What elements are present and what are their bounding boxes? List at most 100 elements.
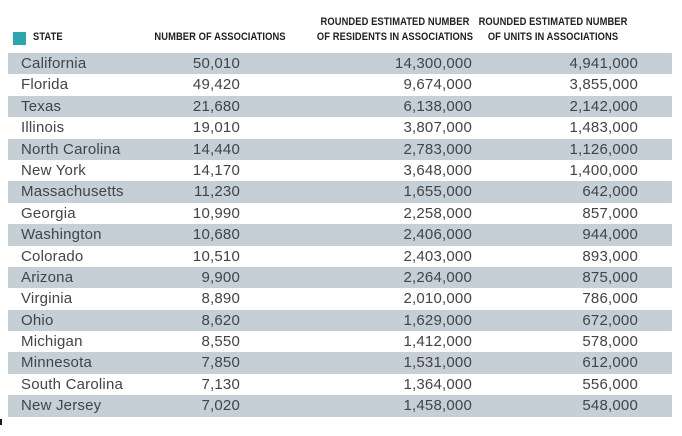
cell-units: 1,126,000 [569, 140, 638, 158]
cell-units: 893,000 [582, 247, 638, 265]
cell-associations: 7,850 [201, 354, 240, 372]
cell-units: 672,000 [582, 311, 638, 329]
cell-residents: 1,531,000 [403, 354, 472, 372]
cell-residents: 3,648,000 [403, 161, 472, 179]
cell-units: 548,000 [582, 397, 638, 415]
table-row: New Jersey 7,020 1,458,000 548,000 [8, 395, 672, 417]
cell-state: California [21, 55, 87, 72]
table-row: Washington 10,680 2,406,000 944,000 [8, 224, 672, 246]
cell-residents: 2,258,000 [403, 204, 472, 222]
cell-units: 1,483,000 [569, 119, 638, 137]
cell-associations: 11,230 [194, 183, 240, 201]
table-row: New York 14,170 3,648,000 1,400,000 [8, 159, 672, 182]
cell-associations: 7,020 [201, 397, 240, 415]
cell-associations: 14,170 [192, 161, 240, 179]
cell-state: New York [21, 161, 86, 179]
cell-residents: 3,807,000 [403, 119, 472, 137]
column-header-units-line1: ROUNDED ESTIMATED NUMBER [478, 16, 628, 28]
cell-residents: 14,300,000 [394, 55, 472, 72]
cell-state: Virginia [21, 290, 73, 308]
table-row: North Carolina 14,440 2,783,000 1,126,000 [8, 138, 672, 160]
cell-associations: 21,680 [192, 97, 240, 115]
cell-state: Massachusetts [21, 183, 124, 201]
cell-spacer [638, 74, 672, 95]
cell-residents: 2,264,000 [403, 268, 472, 286]
table-row: California 50,010 14,300,000 4,941,000 [8, 53, 672, 75]
cell-units: 578,000 [582, 333, 638, 351]
cell-residents: 2,406,000 [403, 226, 472, 244]
cell-state: Georgia [21, 204, 76, 222]
cell-spacer [638, 139, 672, 160]
cell-spacer [638, 310, 672, 331]
page-edge-artifact [0, 419, 2, 425]
cell-spacer [638, 246, 672, 267]
column-header-residents-line1: ROUNDED ESTIMATED NUMBER [320, 16, 470, 28]
column-header-state: STATE [33, 31, 63, 43]
table-row: Colorado 10,510 2,403,000 893,000 [8, 245, 672, 267]
cell-associations: 19,010 [192, 119, 240, 137]
cell-residents: 2,783,000 [403, 140, 472, 158]
cell-units: 857,000 [582, 204, 638, 222]
table-row: Virginia 8,890 2,010,000 786,000 [8, 288, 672, 310]
table-row: Texas 21,680 6,138,000 2,142,000 [8, 95, 672, 118]
cell-state: Ohio [21, 311, 54, 329]
table-row: Florida 49,420 9,674,000 3,855,000 [8, 74, 672, 96]
cell-spacer [638, 181, 672, 202]
cell-spacer [638, 395, 672, 416]
cell-state: Illinois [21, 119, 65, 137]
cell-spacer [638, 288, 672, 309]
cell-state: Florida [21, 76, 69, 94]
cell-spacer [638, 96, 672, 117]
cell-units: 875,000 [582, 268, 638, 286]
table-row: Michigan 8,550 1,412,000 578,000 [8, 331, 672, 353]
cell-residents: 1,629,000 [403, 311, 472, 329]
cell-state: Washington [21, 226, 102, 244]
cell-residents: 2,403,000 [403, 247, 472, 265]
cell-state: Arizona [21, 268, 74, 286]
column-header-residents: ROUNDED ESTIMATED NUMBER OF RESIDENTS IN… [317, 15, 473, 45]
cell-units: 612,000 [582, 354, 638, 372]
table-row: Georgia 10,990 2,258,000 857,000 [8, 202, 672, 225]
cell-state: Minnesota [21, 354, 93, 372]
cell-units: 556,000 [582, 375, 638, 393]
legend-swatch-icon [13, 32, 26, 45]
cell-associations: 10,510 [192, 247, 240, 265]
table-row: South Carolina 7,130 1,364,000 556,000 [8, 373, 672, 396]
cell-spacer [638, 53, 672, 74]
cell-associations: 10,680 [192, 226, 240, 244]
cell-spacer [638, 117, 672, 138]
cell-units: 2,142,000 [569, 97, 638, 115]
cell-associations: 10,990 [192, 204, 240, 222]
cell-associations: 8,620 [201, 311, 240, 329]
cell-spacer [638, 224, 672, 245]
table-row: Illinois 19,010 3,807,000 1,483,000 [8, 117, 672, 139]
cell-residents: 1,655,000 [403, 183, 472, 201]
column-header-units: ROUNDED ESTIMATED NUMBER OF UNITS IN ASS… [479, 15, 628, 45]
cell-associations: 8,550 [201, 333, 240, 351]
cell-spacer [638, 267, 672, 288]
table-row: Minnesota 7,850 1,531,000 612,000 [8, 352, 672, 374]
cell-residents: 1,364,000 [403, 375, 472, 393]
cell-associations: 50,010 [192, 55, 240, 72]
cell-spacer [638, 352, 672, 373]
cell-state: New Jersey [21, 397, 102, 415]
cell-units: 642,000 [582, 183, 638, 201]
table-row: Ohio 8,620 1,629,000 672,000 [8, 309, 672, 332]
cell-associations: 14,440 [192, 140, 240, 158]
cell-associations: 49,420 [192, 76, 240, 94]
cell-state: North Carolina [21, 140, 121, 158]
cell-state: Texas [21, 97, 62, 115]
cell-state: Michigan [21, 333, 83, 351]
cell-spacer [638, 160, 672, 181]
cell-units: 786,000 [582, 290, 638, 308]
cell-residents: 9,674,000 [403, 76, 472, 94]
cell-units: 944,000 [582, 226, 638, 244]
column-header-associations: NUMBER OF ASSOCIATIONS [154, 31, 286, 43]
cell-units: 3,855,000 [569, 76, 638, 94]
cell-residents: 6,138,000 [403, 97, 472, 115]
cell-residents: 1,412,000 [403, 333, 472, 351]
column-header-units-line2: OF UNITS IN ASSOCIATIONS [487, 31, 619, 43]
cell-associations: 9,900 [201, 268, 240, 286]
cell-spacer [638, 203, 672, 224]
